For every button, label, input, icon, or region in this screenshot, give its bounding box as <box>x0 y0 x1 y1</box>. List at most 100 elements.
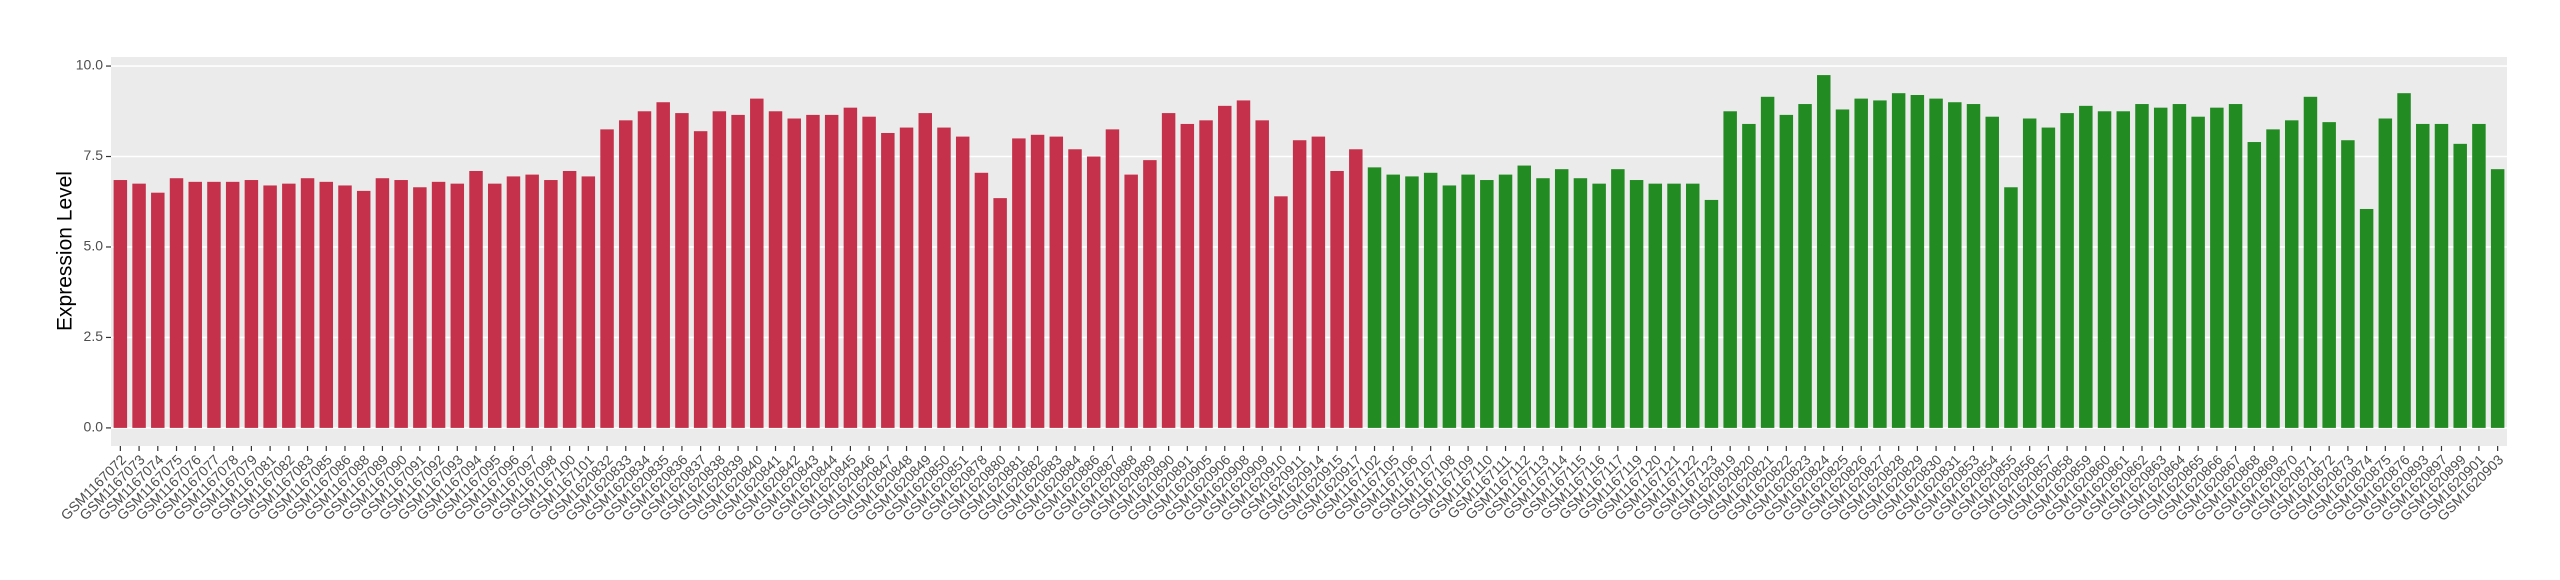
bar <box>1292 140 1307 428</box>
bar <box>207 181 221 428</box>
bar <box>2210 107 2224 428</box>
bar <box>1929 98 1943 428</box>
bar <box>1349 149 1363 428</box>
bar <box>2303 96 2318 428</box>
bar <box>693 131 708 428</box>
bar <box>2097 111 2112 428</box>
bar <box>750 98 764 428</box>
bar <box>1798 104 1812 428</box>
bar <box>562 170 577 428</box>
bar <box>1086 156 1101 428</box>
bar <box>469 170 483 428</box>
bar <box>1910 94 1925 428</box>
bar <box>2116 111 2131 428</box>
bar <box>188 181 202 428</box>
bar <box>282 183 296 428</box>
bar <box>955 136 970 428</box>
bar <box>169 178 184 428</box>
bar <box>1648 183 1663 428</box>
bar <box>2322 122 2336 428</box>
bar <box>1068 149 1082 428</box>
bar <box>319 181 334 428</box>
bar <box>2397 93 2411 428</box>
bar <box>2153 107 2168 428</box>
bar <box>1311 136 1326 428</box>
bar <box>2341 140 2355 428</box>
bar <box>1330 170 1344 428</box>
bar <box>1030 134 1045 428</box>
bar <box>1779 114 1794 428</box>
bar <box>806 114 820 428</box>
bar <box>2490 169 2505 428</box>
bar <box>843 107 858 428</box>
bar <box>581 176 596 428</box>
bar <box>263 185 277 428</box>
bar <box>2453 143 2467 428</box>
bar <box>656 102 670 428</box>
bar <box>1480 180 1494 428</box>
bar <box>2378 118 2393 428</box>
bar <box>2416 123 2430 428</box>
bar <box>356 190 371 428</box>
bar <box>2266 129 2280 428</box>
bar <box>1723 111 1737 428</box>
bar <box>113 180 128 428</box>
bar <box>899 127 914 428</box>
bar <box>619 120 633 428</box>
bar <box>1985 116 1999 428</box>
bar <box>1105 129 1120 428</box>
bar <box>450 183 465 428</box>
bar <box>151 192 165 428</box>
bar <box>993 198 1007 428</box>
bar <box>1405 176 1419 428</box>
bar <box>431 181 446 428</box>
bar <box>1536 178 1550 428</box>
bar <box>1274 196 1288 428</box>
bar <box>712 111 727 428</box>
bar <box>881 132 895 428</box>
bar <box>525 174 539 428</box>
bar <box>375 178 390 428</box>
bar <box>862 116 876 428</box>
bar <box>1873 100 1887 428</box>
bar <box>1442 185 1457 428</box>
bar <box>506 176 521 428</box>
bar <box>1667 183 1681 428</box>
bar <box>244 180 259 428</box>
y-axis-title: Expression Level <box>54 171 77 331</box>
bar <box>413 187 427 428</box>
bar <box>2172 104 2187 428</box>
bar <box>2434 123 2449 428</box>
bar <box>1611 169 1625 428</box>
bar <box>675 113 689 428</box>
bar <box>1180 123 1195 428</box>
bar <box>2247 142 2262 428</box>
bar <box>1685 183 1700 428</box>
bar <box>1124 174 1138 428</box>
bar <box>1835 109 1850 428</box>
bar <box>1742 123 1756 428</box>
bar <box>2060 113 2074 428</box>
bar <box>225 181 240 428</box>
bar <box>1255 120 1269 428</box>
bar <box>1143 160 1157 428</box>
bar <box>2359 208 2374 428</box>
y-tick-label: 7.5 <box>84 147 104 163</box>
y-tick-label: 10.0 <box>76 57 103 73</box>
bar <box>1049 136 1064 428</box>
bar <box>1854 98 1868 428</box>
bar <box>1573 178 1588 428</box>
bar <box>1386 174 1400 428</box>
bar <box>1891 93 1906 428</box>
bar <box>637 111 652 428</box>
bar <box>2472 123 2486 428</box>
bar <box>1236 100 1251 428</box>
y-tick-label: 0.0 <box>84 419 104 435</box>
bar <box>300 178 315 428</box>
bar <box>1704 199 1719 428</box>
bar <box>1629 180 1644 428</box>
bar <box>2284 120 2299 428</box>
bar <box>2228 104 2243 428</box>
bar <box>1948 102 1962 428</box>
